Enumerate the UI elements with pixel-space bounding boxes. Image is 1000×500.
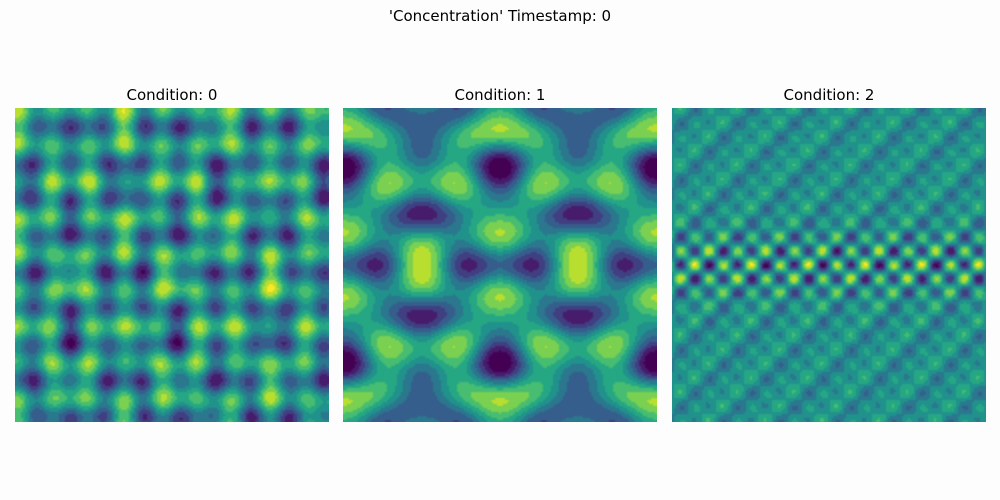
panel-title-condition-0: Condition: 0	[126, 86, 218, 104]
heatmap-canvas-condition-0	[15, 108, 329, 422]
heatmap-canvas-condition-1	[343, 108, 657, 422]
heatmap-canvas-condition-2	[672, 108, 986, 422]
heatmap-panel-condition-1	[343, 108, 657, 422]
heatmap-panel-condition-2	[672, 108, 986, 422]
panel-title-condition-2: Condition: 2	[783, 86, 875, 104]
panel-title-condition-1: Condition: 1	[454, 86, 546, 104]
heatmap-panel-condition-0	[15, 108, 329, 422]
figure-title: 'Concentration' Timestamp: 0	[388, 7, 612, 25]
